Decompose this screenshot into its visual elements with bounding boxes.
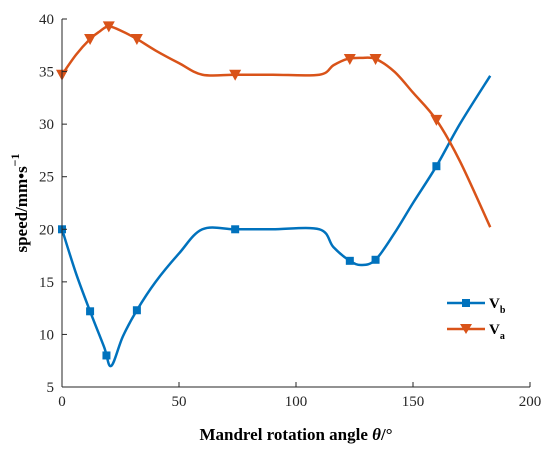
data-point-vb xyxy=(231,225,240,234)
legend-vb-marker xyxy=(462,299,470,307)
data-point-vb xyxy=(345,256,354,265)
x-tick-label: 200 xyxy=(519,394,542,410)
y-tick-label: 35 xyxy=(39,65,54,81)
x-tick-label: 100 xyxy=(285,394,308,410)
x-tick-label: 150 xyxy=(402,394,425,410)
data-point-va xyxy=(369,53,382,65)
x-axis-title-text: Mandrel rotation angle xyxy=(199,425,372,444)
y-axis-title: speed/mm•s−1 xyxy=(8,153,31,252)
legend: Vb Va xyxy=(447,296,506,342)
x-axis-title-unit: /° xyxy=(380,425,393,444)
data-point-vb xyxy=(102,351,111,360)
y-axis-title-exponent: −1 xyxy=(8,153,22,166)
legend-va-marker xyxy=(460,324,472,334)
series-line-va xyxy=(60,25,492,228)
x-axis-title: Mandrel rotation angle θ/° xyxy=(199,425,392,444)
x-tick-label: 50 xyxy=(172,394,187,410)
data-point-vb xyxy=(132,306,141,315)
y-tick-label: 40 xyxy=(39,12,54,28)
y-axis-title-text: speed/mm•s xyxy=(12,166,31,253)
data-point-vb xyxy=(432,162,441,171)
data-point-va xyxy=(229,69,242,81)
y-tick-label: 5 xyxy=(47,380,55,396)
data-point-va xyxy=(102,21,115,33)
data-point-va xyxy=(343,53,356,65)
data-point-va xyxy=(84,33,97,45)
data-point-vb xyxy=(86,307,95,316)
y-tick-label: 20 xyxy=(39,222,54,238)
y-tick-label: 25 xyxy=(39,170,54,186)
data-point-va xyxy=(130,33,143,45)
plot-area xyxy=(56,21,492,368)
y-tick-label: 15 xyxy=(39,275,54,291)
data-point-vb xyxy=(371,255,380,264)
x-tick-label: 0 xyxy=(58,394,66,410)
y-tick-label: 30 xyxy=(39,117,54,133)
y-tick-label: 10 xyxy=(39,327,54,343)
legend-va-label: Va xyxy=(489,322,505,342)
x-axis-title-theta: θ xyxy=(372,425,381,444)
data-point-va xyxy=(430,114,443,126)
x-ticks: 0 50 100 150 200 xyxy=(58,382,541,410)
series-line-vb xyxy=(60,75,492,368)
legend-vb-label: Vb xyxy=(489,296,506,316)
y-ticks: 5 10 15 20 25 30 35 40 xyxy=(39,12,67,396)
